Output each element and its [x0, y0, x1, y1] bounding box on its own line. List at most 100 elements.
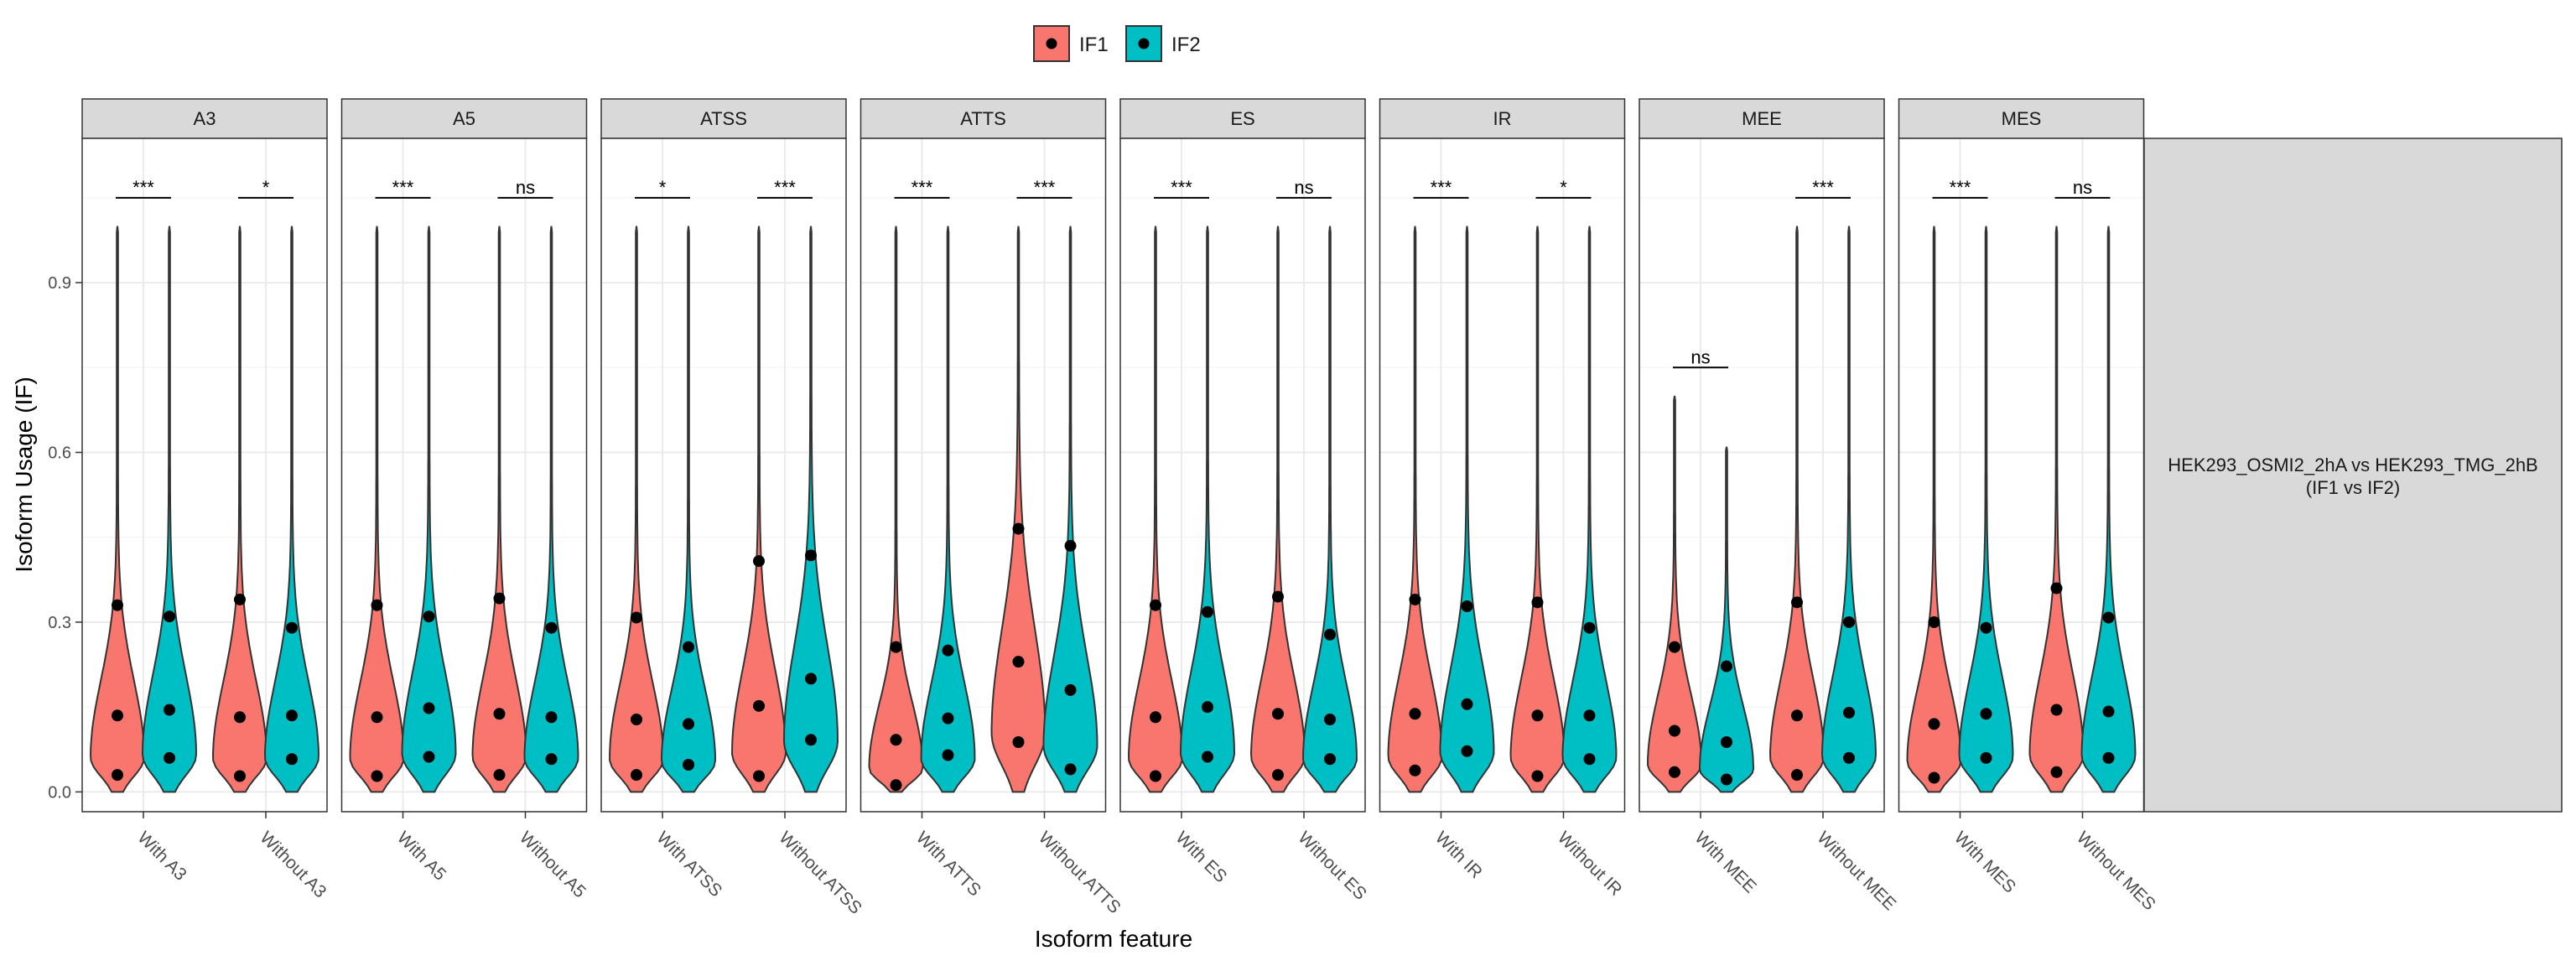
quantile-point [631, 611, 642, 624]
y-tick-label: 0.9 [48, 274, 71, 293]
quantile-point [805, 549, 817, 562]
quantile-point [1150, 599, 1161, 611]
panel-strip [1379, 98, 1626, 139]
chart-panels: 0.00.30.60.9A3***With A3*Without A3A5***… [48, 98, 2159, 918]
quantile-point [1324, 628, 1336, 641]
violin-if2 [1302, 226, 1358, 793]
violin-if2 [1561, 226, 1618, 793]
violin-if2 [660, 226, 717, 793]
quantile-point [545, 753, 558, 766]
quantile-point [753, 770, 765, 782]
x-tick-label: Without MES [2073, 828, 2159, 914]
quantile-point [1980, 708, 1992, 720]
quantile-point [683, 641, 694, 653]
quantile-point [1150, 770, 1161, 782]
legend-label-if1: IF1 [1079, 34, 1109, 56]
quantile-point [1980, 621, 1992, 634]
panel-border [860, 138, 1107, 813]
quantile-point [112, 769, 123, 782]
violin-if1 [609, 226, 664, 793]
quantile-point [683, 758, 694, 771]
x-tick-label: With IR [1431, 828, 1486, 882]
violin-if1 [1906, 226, 1962, 793]
violin-if1 [471, 226, 527, 793]
significance-label: *** [1812, 177, 1834, 198]
significance-label: ns [2073, 177, 2092, 198]
panel-title: A5 [453, 108, 475, 129]
quantile-point [753, 699, 765, 712]
y-tick-label: 0.0 [48, 783, 71, 802]
quantile-point [1843, 751, 1855, 764]
quantile-point [286, 753, 298, 766]
quantile-point [1064, 763, 1077, 776]
violin-if1 [868, 226, 924, 793]
panel-mee: MEE ns With MEE *** Without MEE [1639, 98, 1899, 914]
significance-label: *** [774, 177, 796, 198]
violin-if2 [523, 226, 579, 793]
quantile-point [2102, 611, 2115, 624]
quantile-point [1791, 596, 1803, 609]
quantile-point [631, 714, 642, 726]
panel-title: ES [1230, 108, 1254, 129]
quantile-point [890, 734, 902, 746]
quantile-point [164, 704, 175, 716]
violin-if1 [990, 226, 1046, 793]
quantile-point [1202, 701, 1213, 714]
quantile-point [942, 644, 954, 657]
quantile-point [1791, 709, 1803, 722]
quantile-point [942, 712, 954, 724]
panel-strip [81, 98, 328, 139]
violin-if2 [141, 226, 198, 793]
quantile-point [423, 610, 435, 623]
quantile-point [942, 749, 954, 761]
quantile-point [805, 734, 817, 746]
panel-mes: MES *** With MES ns Without MES [1898, 98, 2159, 914]
violin-if2 [782, 226, 839, 793]
quantile-point [1064, 683, 1077, 696]
x-tick-label: Without MEE [1813, 828, 1899, 914]
quantile-point [1791, 769, 1803, 782]
panel-strip [1898, 98, 2145, 139]
legend-key-dot [1046, 38, 1057, 49]
quantile-point [164, 751, 175, 764]
violin-if2 [1179, 226, 1236, 793]
quantile-point [1721, 773, 1732, 786]
significance-label: *** [392, 177, 414, 198]
violin-if2 [1820, 226, 1877, 793]
y-axis: 0.0 0.3 0.6 0.9 [48, 274, 82, 802]
quantile-point [805, 673, 817, 685]
y-tick-label: 0.6 [48, 444, 71, 463]
violin-if2 [920, 226, 976, 793]
panel-title: ATSS [700, 108, 747, 129]
quantile-point [1531, 770, 1544, 782]
panel-title: ATTS [960, 108, 1006, 129]
violin-if2 [2080, 226, 2137, 793]
legend-label-if2: IF2 [1171, 34, 1201, 56]
quantile-point [545, 711, 558, 724]
legend-key-if1 [1033, 25, 1070, 62]
y-axis-title: Isoform Usage (IF) [11, 377, 37, 572]
panel-title: MEE [1742, 108, 1782, 129]
quantile-point [112, 709, 123, 722]
comparison-strip: HEK293_OSMI2_2hA vs HEK293_TMG_2hB (IF1 … [2143, 138, 2563, 813]
quantile-point [890, 779, 902, 792]
quantile-point [1583, 753, 1596, 766]
panel-border [340, 138, 588, 813]
panel-es: ES *** With ES ns Without ES [1119, 98, 1370, 904]
quantile-point [683, 718, 694, 730]
quantile-point [1531, 709, 1544, 722]
quantile-point [1012, 736, 1025, 749]
significance-label: *** [1171, 177, 1192, 198]
significance-label: * [262, 177, 270, 198]
comparison-label-line-2: (IF1 vs IF2) [2306, 477, 2400, 498]
quantile-point [1928, 771, 1940, 784]
quantile-point [1531, 596, 1544, 609]
quantile-point [1928, 718, 1940, 730]
quantile-point [1721, 736, 1732, 749]
quantile-point [493, 769, 506, 782]
significance-label: *** [1950, 177, 1971, 198]
quantile-point [423, 702, 435, 714]
quantile-point [1272, 590, 1284, 603]
panel-title: IR [1493, 108, 1512, 129]
panel-strip [1119, 98, 1366, 139]
